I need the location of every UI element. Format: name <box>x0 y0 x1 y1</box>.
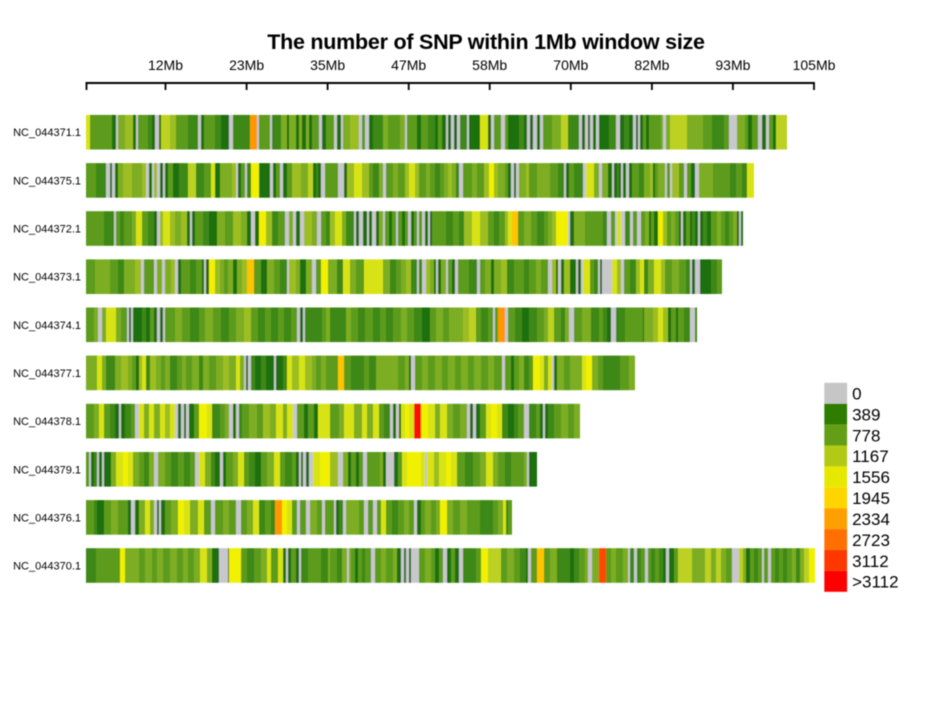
svg-text:105Mb: 105Mb <box>793 57 836 73</box>
svg-text:>3112: >3112 <box>852 573 898 592</box>
svg-text:NC_044372.1: NC_044372.1 <box>13 224 81 236</box>
svg-text:35Mb: 35Mb <box>310 57 345 73</box>
svg-text:NC_044370.1: NC_044370.1 <box>13 561 81 573</box>
svg-text:NC_044374.1: NC_044374.1 <box>13 320 81 332</box>
svg-text:1167: 1167 <box>852 447 889 466</box>
svg-text:12Mb: 12Mb <box>148 57 183 73</box>
svg-text:NC_044378.1: NC_044378.1 <box>13 416 81 428</box>
svg-text:82Mb: 82Mb <box>634 57 669 73</box>
svg-text:1556: 1556 <box>852 468 890 487</box>
svg-text:58Mb: 58Mb <box>472 57 507 73</box>
svg-text:0: 0 <box>852 385 861 404</box>
svg-text:1945: 1945 <box>852 489 890 508</box>
svg-text:NC_044379.1: NC_044379.1 <box>13 464 81 476</box>
svg-text:3112: 3112 <box>852 552 889 571</box>
svg-text:NC_044373.1: NC_044373.1 <box>13 272 81 284</box>
svg-text:2723: 2723 <box>852 531 890 550</box>
svg-text:47Mb: 47Mb <box>391 57 426 73</box>
svg-text:NC_044377.1: NC_044377.1 <box>13 368 81 380</box>
svg-text:NC_044376.1: NC_044376.1 <box>13 512 81 524</box>
svg-text:93Mb: 93Mb <box>715 57 750 73</box>
svg-text:NC_044371.1: NC_044371.1 <box>13 127 81 139</box>
svg-text:70Mb: 70Mb <box>553 57 588 73</box>
svg-text:The number of SNP within 1Mb w: The number of SNP within 1Mb window size <box>267 30 705 54</box>
svg-text:NC_044375.1: NC_044375.1 <box>13 175 81 187</box>
svg-text:389: 389 <box>852 405 880 424</box>
svg-text:778: 778 <box>852 426 880 445</box>
svg-text:2334: 2334 <box>852 510 890 529</box>
svg-text:23Mb: 23Mb <box>229 57 264 73</box>
